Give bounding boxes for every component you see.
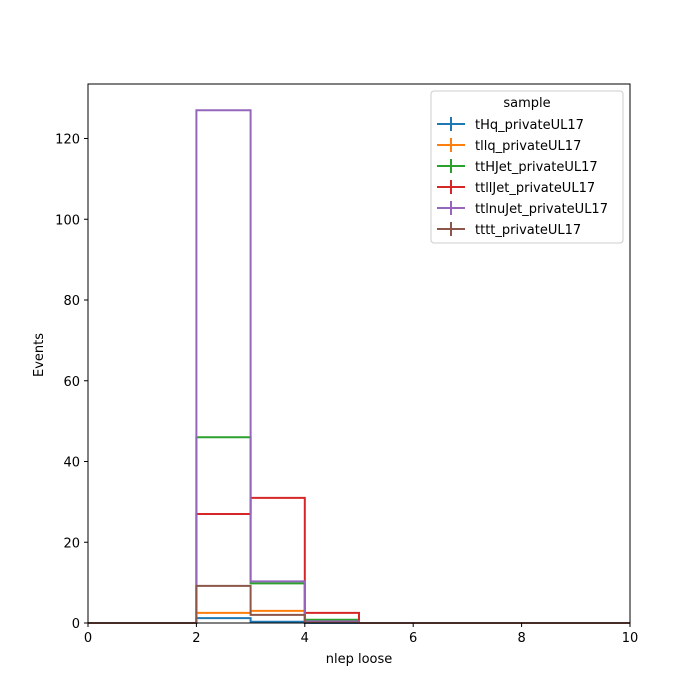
series-step-ttllJet_privateUL17 [88, 496, 630, 624]
y-tick-label: 80 [63, 294, 80, 309]
y-tick-label: 0 [72, 617, 80, 632]
legend-box [430, 90, 624, 244]
legend-entry: tllq_privateUL17 [437, 138, 581, 154]
x-tick-label: 4 [301, 631, 309, 646]
series-step-ttHJet_privateUL17 [88, 436, 630, 624]
x-tick-label: 6 [409, 631, 417, 646]
legend-label: ttllJet_privateUL17 [475, 181, 595, 196]
plot-frame [87, 83, 631, 624]
legend-entry: ttHJet_privateUL17 [437, 159, 598, 175]
y-tick-label: 60 [63, 375, 80, 390]
legend-title: sample [503, 96, 550, 111]
y-tick-label: 20 [63, 536, 80, 551]
y-axis-ticks: 0 20 40 60 80 100 120 [55, 133, 88, 632]
x-tick-label: 2 [192, 631, 200, 646]
legend: sample tHq_privateUL17 tllq_privateUL17tt… [430, 90, 624, 244]
legend-label: tttt_privateUL17 [475, 223, 581, 238]
legend-entry: ttlnuJet_privateUL17 [437, 201, 608, 217]
x-axis-ticks: 0 2 4 6 8 10 [84, 623, 638, 646]
legend-label: ttHJet_privateUL17 [475, 160, 598, 175]
x-tick-label: 0 [84, 631, 92, 646]
x-tick-label: 8 [517, 631, 525, 646]
legend-label: ttlnuJet_privateUL17 [475, 202, 608, 217]
legend-entries: tHq_privateUL17 tllq_privateUL17 ttHJet_pr… [437, 117, 608, 238]
legend-entry: ttllJet_privateUL17 [437, 180, 595, 196]
legend-label: tllq_privateUL17 [475, 139, 581, 154]
legend-label: tHq_privateUL17 [475, 118, 584, 133]
y-tick-label: 100 [55, 213, 80, 228]
legend-entry: tttt_privateUL17 [437, 222, 581, 238]
x-tick-label: 10 [622, 631, 639, 646]
legend-entry: tHq_privateUL17 [437, 117, 584, 133]
y-axis-label: Events [32, 333, 47, 377]
y-tick-label: 120 [55, 133, 80, 148]
y-tick-label: 40 [63, 456, 80, 471]
x-axis-label: nlep loose [326, 652, 393, 667]
